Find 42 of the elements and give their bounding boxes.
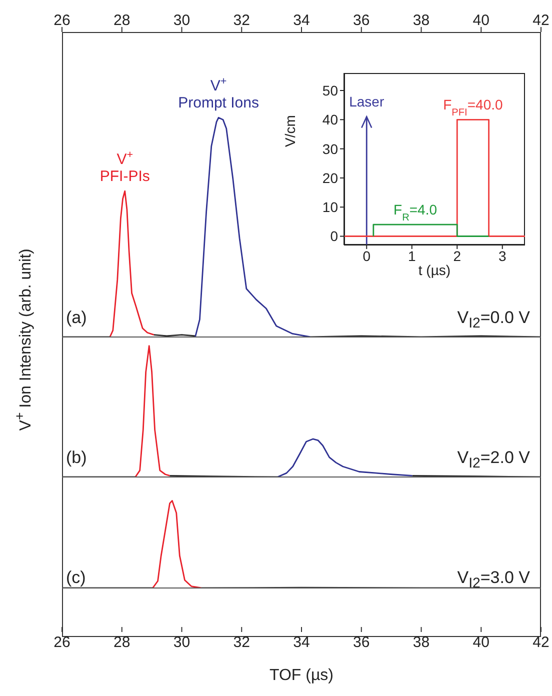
x-tick-label: 40 [472,634,490,651]
x-tick-label: 2 [453,248,462,264]
x-tick-label: 28 [114,634,130,651]
x-tick-label: 38 [412,12,430,29]
x-axis-title: TOF (µs) [269,667,334,684]
y-tick-label: 40 [322,112,338,128]
x-tick-label: 32 [233,634,250,651]
x-tick-label: 26 [54,12,70,29]
x-tick-label: 3 [498,248,506,264]
x-tick-label: 42 [532,634,550,651]
annotation: (b) [66,448,87,467]
series-label: Laser [349,94,384,110]
x-tick-label: 34 [293,634,310,651]
x-tick-label: 40 [472,12,490,29]
x-tick-label: 34 [293,12,310,29]
x-tick-label: 32 [233,12,250,29]
y-tick-label: 50 [322,82,338,98]
y-tick-label: 0 [330,228,338,244]
y-tick-label: 30 [322,140,338,157]
annotation: (c) [66,568,86,587]
x-tick-label: 1 [408,248,416,264]
annotation: V$_{I2}$=3.0 V [457,568,530,592]
series-label: V$^{+}$ PFI-PIs [100,148,150,186]
y-axis-title: V/cm [282,115,298,147]
annotation: (a) [66,308,87,327]
x-tick-label: 42 [532,12,550,29]
x-tick-label: 36 [353,634,370,651]
x-tick-label: 0 [362,248,371,264]
x-tick-label: 28 [114,12,130,29]
annotation: V$_{I2}$=2.0 V [457,448,530,472]
x-tick-label: 30 [173,634,190,651]
y-tick-label: 20 [322,170,338,186]
x-axis-title: t (µs) [418,262,451,278]
x-tick-label: 36 [353,12,370,29]
x-tick-label: 26 [54,634,70,651]
annotation: V$_{I2}$=0.0 V [457,308,530,332]
series-label: V$^{+}$ Prompt Ions [178,75,260,112]
x-tick-label: 38 [412,634,430,651]
series-label: F$_{PFI}$=40.0 [443,96,504,118]
y-tick-label: 10 [322,199,338,216]
series-label: F$_{R}$=4.0 [394,202,438,224]
x-tick-label: 30 [173,12,190,29]
